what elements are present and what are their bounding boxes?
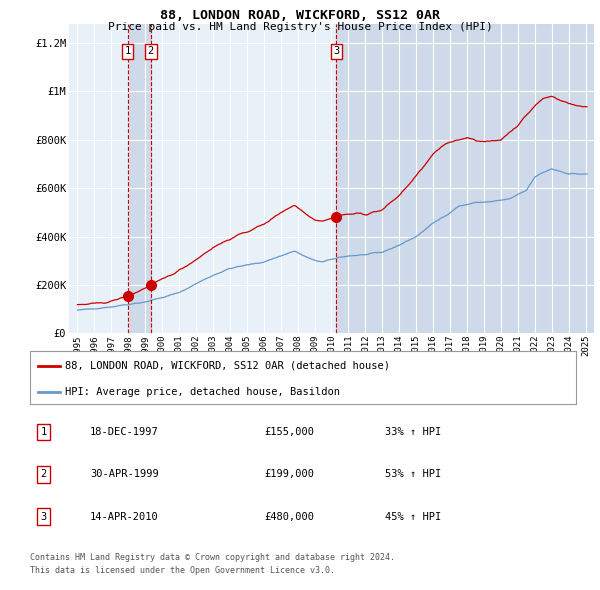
- Text: 1: 1: [124, 47, 131, 57]
- Text: 45% ↑ HPI: 45% ↑ HPI: [385, 512, 441, 522]
- Text: 3: 3: [333, 47, 340, 57]
- Text: £155,000: £155,000: [265, 427, 315, 437]
- Text: 2: 2: [41, 470, 47, 480]
- Text: 88, LONDON ROAD, WICKFORD, SS12 0AR (detached house): 88, LONDON ROAD, WICKFORD, SS12 0AR (det…: [65, 361, 391, 371]
- Bar: [128, 24, 151, 333]
- Text: 30-APR-1999: 30-APR-1999: [90, 470, 159, 480]
- Text: £199,000: £199,000: [265, 470, 315, 480]
- Text: Contains HM Land Registry data © Crown copyright and database right 2024.: Contains HM Land Registry data © Crown c…: [30, 553, 395, 562]
- Text: 3: 3: [41, 512, 47, 522]
- Bar: [336, 24, 594, 333]
- Text: HPI: Average price, detached house, Basildon: HPI: Average price, detached house, Basi…: [65, 388, 340, 398]
- Text: 2: 2: [148, 47, 154, 57]
- Text: 88, LONDON ROAD, WICKFORD, SS12 0AR: 88, LONDON ROAD, WICKFORD, SS12 0AR: [160, 9, 440, 22]
- Text: 53% ↑ HPI: 53% ↑ HPI: [385, 470, 441, 480]
- Text: £480,000: £480,000: [265, 512, 315, 522]
- Text: 14-APR-2010: 14-APR-2010: [90, 512, 159, 522]
- Text: This data is licensed under the Open Government Licence v3.0.: This data is licensed under the Open Gov…: [30, 566, 335, 575]
- Text: 33% ↑ HPI: 33% ↑ HPI: [385, 427, 441, 437]
- Text: 18-DEC-1997: 18-DEC-1997: [90, 427, 159, 437]
- Text: Price paid vs. HM Land Registry's House Price Index (HPI): Price paid vs. HM Land Registry's House …: [107, 22, 493, 32]
- Text: 1: 1: [41, 427, 47, 437]
